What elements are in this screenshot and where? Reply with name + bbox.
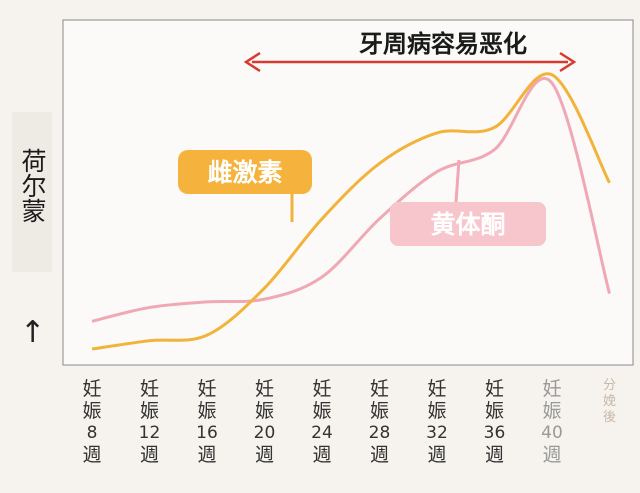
annotation-bg xyxy=(330,24,556,58)
y-axis-label-background xyxy=(12,112,52,272)
up-arrow-icon: ↑ xyxy=(20,315,46,350)
x-tick-part: 12 xyxy=(138,423,161,443)
x-tick-part: 妊 xyxy=(254,378,274,400)
progesterone-label: 黄体酮 xyxy=(430,210,505,239)
estrogen-series-line xyxy=(91,72,611,351)
x-tick-label: 妊娠 16 週 xyxy=(194,378,220,466)
progesterone-callout: 黄体酮 xyxy=(390,159,546,246)
series-lines xyxy=(91,72,611,351)
x-tick-part: 週 xyxy=(484,444,504,466)
x-tick-part: 32 xyxy=(426,423,448,443)
annotation-text: 牙周病容易恶化 xyxy=(359,30,527,58)
progesterone-series-line xyxy=(91,77,611,323)
x-tick-part: 週 xyxy=(197,444,217,466)
estrogen-label-box xyxy=(178,150,312,194)
x-tick-part: 娠 xyxy=(427,400,447,422)
x-tick-part: 娠 xyxy=(139,400,159,422)
estrogen-label: 雌激素 xyxy=(207,158,282,187)
x-tick-label: 妊娠 24 週 xyxy=(309,378,335,466)
x-tick-part: 妊 xyxy=(82,378,102,400)
x-tick-part: 16 xyxy=(196,423,218,443)
estrogen-callout: 雌激素 xyxy=(178,150,312,222)
x-tick-part: 36 xyxy=(483,423,506,443)
x-tick-part: 週 xyxy=(312,444,332,466)
x-tick-part: 週 xyxy=(369,444,389,466)
x-tick-part: 分 xyxy=(602,378,616,393)
x-tick-part: 週 xyxy=(427,444,447,466)
x-tick-label: 妊娠 12 週 xyxy=(137,378,163,466)
x-tick-part: 週 xyxy=(254,444,274,466)
annotation-arrow-left-head xyxy=(243,51,261,73)
x-tick-part: 娠 xyxy=(484,400,504,422)
x-tick-label: 妊娠 20 週 xyxy=(252,378,278,466)
x-tick-part: 20 xyxy=(253,423,276,443)
x-tick-part: 妊 xyxy=(312,378,332,400)
x-tick-part: 後 xyxy=(602,410,616,425)
x-tick-part: 妊 xyxy=(542,378,562,400)
x-tick-part: 週 xyxy=(82,444,102,466)
progesterone-label-box xyxy=(390,202,546,246)
x-tick-part: 妊 xyxy=(369,378,389,400)
x-tick-part: 娠 xyxy=(312,400,332,422)
x-tick-part: 娠 xyxy=(369,400,389,422)
x-tick-part: 8 xyxy=(86,423,98,443)
x-tick-part: 妊 xyxy=(484,378,504,400)
x-tick-label: 妊娠 36 週 xyxy=(482,378,508,466)
x-tick-part: 週 xyxy=(139,444,159,466)
annotation-arrow-right-head xyxy=(559,51,577,73)
x-tick-part: 娠 xyxy=(197,400,217,422)
x-tick-part: 娠 xyxy=(82,400,102,422)
x-tick-part: 妊 xyxy=(197,378,217,400)
x-tick-part: 妊 xyxy=(139,378,159,400)
x-tick-label: 妊娠 28 週 xyxy=(367,378,393,466)
x-tick-part: 妊 xyxy=(427,378,447,400)
x-tick-label: 分娩後 xyxy=(597,378,623,426)
x-tick-part: 娠 xyxy=(254,400,274,422)
x-tick-part: 娠 xyxy=(542,400,562,422)
x-tick-part: 28 xyxy=(368,423,391,443)
x-tick-label: 妊娠 32 週 xyxy=(424,378,450,466)
annotation-arrow xyxy=(243,51,577,73)
y-axis-label: 荷尔蒙 xyxy=(18,148,47,223)
x-tick-part: 40 xyxy=(541,423,563,443)
x-tick-part: 娩 xyxy=(602,394,616,409)
x-tick-part: 週 xyxy=(542,444,562,466)
progesterone-callout-pointer xyxy=(454,159,461,203)
x-tick-part: 24 xyxy=(311,423,333,443)
x-tick-label: 妊娠 40 週 xyxy=(539,378,565,466)
